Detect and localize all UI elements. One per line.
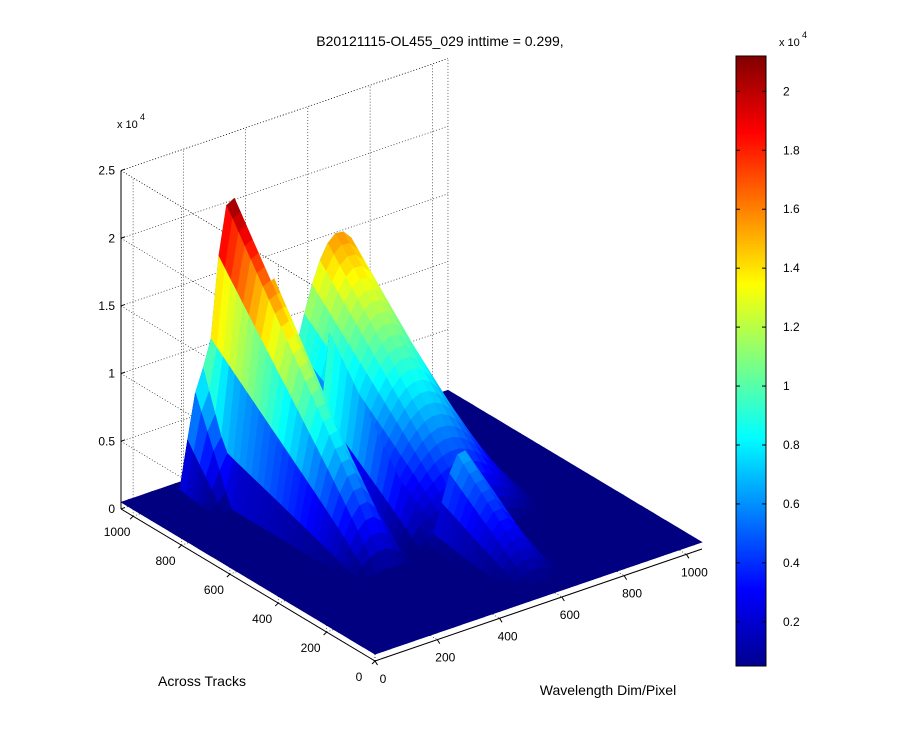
x-axis-label: Wavelength Dim/Pixel — [540, 682, 676, 698]
z-tick-label: 2.5 — [98, 164, 115, 178]
x-tick-label: 600 — [560, 608, 580, 622]
colorbar-tick-label: 2 — [783, 84, 790, 98]
y-tick-label: 0 — [356, 670, 363, 684]
z-tick-mark — [120, 168, 126, 172]
colorbar-exponent-power: 4 — [802, 30, 807, 40]
colorbar: 0.2 0.4 0.6 0.8 1 1.2 1.4 1.6 1.8 2 x 10 4 — [735, 30, 807, 667]
y-tick-mark — [178, 544, 182, 549]
z-tick-label: 0.5 — [98, 434, 115, 448]
colorbar-exponent-label: x 10 — [779, 37, 800, 49]
y-axis-label: Across Tracks — [158, 673, 246, 689]
colorbar-tick-label: 1.6 — [783, 202, 800, 216]
colorbar-tick-label: 1.4 — [783, 261, 800, 275]
x-tick-label: 1000 — [681, 565, 708, 579]
chart-title: B20121115-OL455_029 inttime = 0.299, — [316, 33, 563, 49]
x-tick-label: 0 — [380, 672, 387, 686]
x-tick-label: 800 — [622, 587, 642, 601]
x-tick-mark — [499, 618, 503, 623]
x-tick-mark — [374, 660, 378, 666]
y-tick-label: 1000 — [104, 525, 131, 539]
y-tick-mark — [371, 660, 376, 665]
axis-line — [374, 548, 703, 662]
axis-ticks: 0 200 400 600 800 1000 0 200 400 600 800 1000 0 0.5 1 1… — [98, 164, 708, 686]
colorbar-ticks: 0.2 0.4 0.6 0.8 1 1.2 1.4 1.6 1.8 2 — [736, 84, 800, 629]
surface-patch — [368, 647, 384, 655]
y-tick-mark — [274, 602, 279, 607]
y-tick-label: 600 — [204, 583, 224, 597]
colorbar-tick-label: 0.8 — [783, 438, 800, 452]
y-tick-mark — [226, 573, 231, 578]
colorbar-tick-label: 1.8 — [783, 143, 800, 157]
grid-line — [120, 125, 449, 239]
z-exponent-power: 4 — [140, 112, 145, 122]
z-tick-label: 2 — [108, 231, 115, 245]
colorbar-tick-label: 1 — [783, 379, 790, 393]
x-tick-label: 400 — [498, 629, 518, 643]
colorbar-tick-label: 0.6 — [783, 497, 800, 511]
y-tick-mark — [129, 515, 134, 520]
colorbar-tick-label: 1.2 — [783, 320, 800, 334]
x-tick-mark — [623, 575, 628, 580]
surface-mesh — [120, 197, 703, 655]
y-tick-label: 400 — [252, 612, 272, 626]
x-tick-label: 200 — [435, 651, 455, 665]
colorbar-gradient — [735, 55, 767, 667]
colorbar-tick-label: 0.4 — [783, 556, 800, 570]
z-tick-label: 1 — [108, 367, 115, 381]
axes-box — [120, 170, 703, 662]
grid-line — [120, 261, 449, 374]
axis-line — [120, 508, 376, 662]
y-tick-label: 200 — [301, 641, 321, 655]
colorbar-tick-label: 0.2 — [783, 615, 800, 629]
z-tick-mark — [120, 439, 126, 442]
x-tick-mark — [685, 554, 690, 559]
grid-line — [120, 193, 449, 307]
z-exponent-label: x 10 — [117, 119, 138, 131]
z-tick-mark — [120, 303, 126, 307]
z-tick-mark — [120, 371, 126, 375]
y-tick-mark — [323, 631, 327, 636]
x-tick-mark — [436, 639, 441, 644]
y-tick-label: 800 — [155, 554, 175, 568]
z-tick-label: 0 — [108, 502, 115, 516]
grid-line — [120, 58, 449, 171]
x-tick-mark — [561, 596, 565, 602]
z-tick-mark — [120, 236, 126, 239]
z-tick-label: 1.5 — [98, 299, 115, 313]
z-tick-mark — [120, 506, 126, 510]
